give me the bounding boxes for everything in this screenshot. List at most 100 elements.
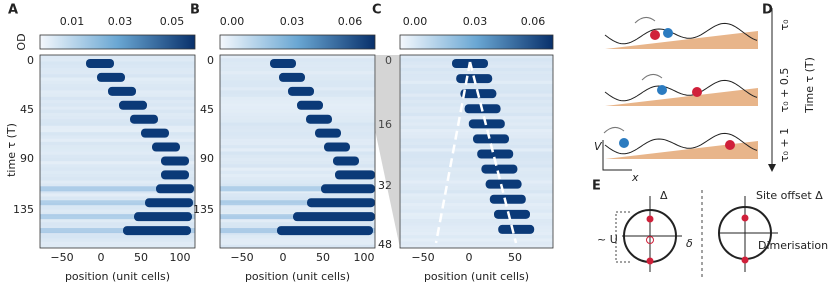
y-tick-label: 45 [200,103,214,116]
cloud [97,72,125,82]
colorbar-label: OD [15,33,28,50]
noise [400,155,553,158]
noise [220,206,375,210]
dimerisation-label: Dimerisation δ [758,239,830,252]
noise [220,235,375,239]
ramp [605,31,758,49]
cloud [130,114,158,124]
noise [220,141,375,146]
noise [40,58,195,62]
noise [40,174,195,178]
y-tick-label: 0 [27,54,34,67]
noise [40,116,195,120]
noise [220,112,375,117]
y-tick-label: 135 [13,203,34,216]
noise [220,193,375,197]
noise [400,244,553,248]
point [741,214,749,222]
noise [400,180,553,184]
noise [400,167,553,171]
noise [40,167,195,171]
noise [40,148,195,152]
x-tick-label: 100 [354,251,375,264]
noise [40,132,195,136]
noise [220,58,375,62]
noise [220,180,375,184]
cloud [161,170,189,180]
noise [40,67,195,72]
cloud [156,184,194,194]
noise [220,183,375,187]
stripe [220,200,375,206]
noise [400,141,553,146]
panel-label: B [190,3,200,18]
noise [400,238,553,242]
noise [220,123,375,126]
noise [40,106,195,110]
noise [400,55,553,59]
noise [400,196,553,200]
noise [400,170,553,175]
noise [220,61,375,65]
colorbar-tick-label: 0.03 [463,15,488,28]
noise [40,138,195,142]
colorbar-tick-label: 0.06 [338,15,363,28]
frame [39,54,196,249]
cloud [306,114,332,124]
noise [220,241,375,245]
noise [40,196,195,200]
cloud [134,212,192,222]
noise [220,209,375,213]
stripe [40,186,195,192]
cloud [123,226,191,236]
noise [220,222,375,226]
noise [400,83,553,88]
noise [400,241,553,245]
noise [220,100,375,104]
potential [604,132,758,155]
cloud [494,209,530,219]
v-axes [602,140,632,171]
point-open [646,236,654,244]
cloud [498,224,535,234]
cloud [321,184,375,194]
x-axis-label: position (unit cells) [65,270,170,283]
noise [40,238,195,242]
atom-red [692,87,702,97]
noise [400,219,553,223]
stripe [40,228,195,234]
noise [220,148,375,152]
noise [40,83,195,88]
x-tick-label: −50 [50,251,73,264]
atom-red [650,30,660,40]
noise [40,235,195,238]
noise [400,145,553,148]
noise [40,103,195,107]
colorbar [39,34,196,50]
noise [400,87,553,91]
noise [220,135,375,139]
noise [220,174,375,178]
colorbar-tick-label: 0.01 [60,15,85,28]
noise [400,174,553,178]
noise [220,157,375,162]
cloud [119,100,147,110]
colorbar-tick-label: 0.03 [280,15,305,28]
y-tick-label: 90 [200,152,214,165]
zoom-shade [375,55,400,248]
noise [220,83,375,88]
time-label: τ₀ + 1 [778,128,791,162]
noise [220,109,375,113]
cloud [141,128,169,138]
stripe [220,186,375,192]
noise [220,119,375,123]
cloud [152,142,180,152]
y-tick-label: 16 [378,118,392,131]
noise [40,71,195,75]
site-offset-label: Site offset Δ [756,189,823,202]
y-tick-label: 90 [20,152,34,165]
cloud [335,170,375,180]
x-tick-label: 0 [280,251,287,264]
noise [400,152,553,155]
y-tick-label: 135 [193,203,214,216]
